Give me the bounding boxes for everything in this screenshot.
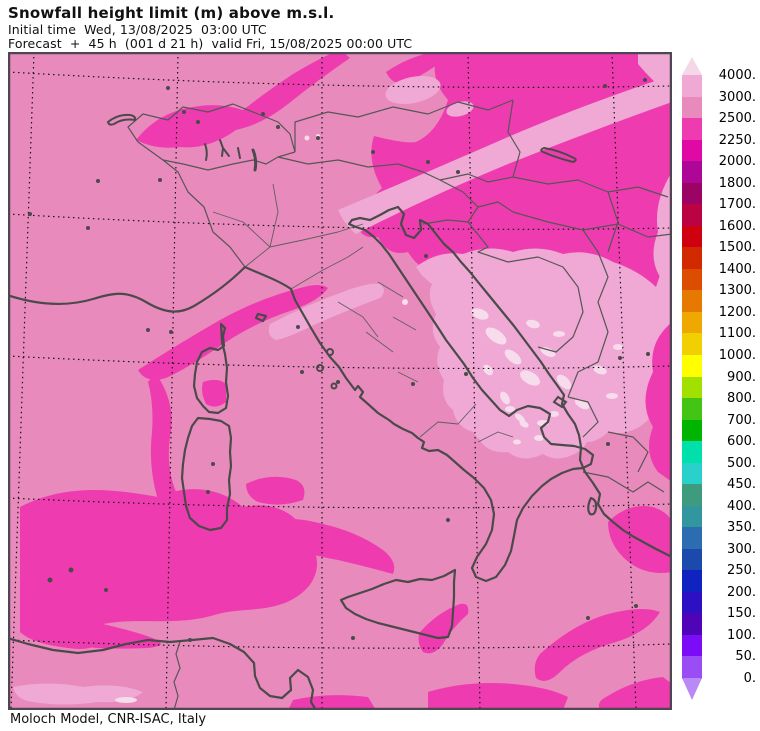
region-borders xyxy=(212,183,514,443)
colorbar-segment xyxy=(682,204,702,227)
colorbar-label: 900. xyxy=(727,369,756,385)
country-borders xyxy=(127,99,672,710)
colorbar-segment xyxy=(682,354,702,378)
colorbar-label: 500. xyxy=(727,455,756,471)
colorbar-label: 50. xyxy=(735,649,756,665)
colorbar-segment xyxy=(682,268,702,291)
colorbar-label: 1200. xyxy=(718,304,756,320)
colorbar-label: 150. xyxy=(727,606,756,622)
colorbar-label: 1600. xyxy=(718,218,756,234)
colorbar-segment xyxy=(682,613,702,636)
forecast-map xyxy=(8,52,672,710)
colorbar-segment xyxy=(682,311,702,335)
colorbar-label: 250. xyxy=(727,563,756,579)
initial-time-line: Initial time Wed, 13/08/2025 03:00 UTC xyxy=(8,22,267,37)
lakes xyxy=(106,113,577,409)
colorbar-segment xyxy=(682,634,702,658)
colorbar-segment xyxy=(682,75,702,98)
colorbar-segment xyxy=(682,548,702,571)
colorbar-label: 3000. xyxy=(718,89,756,105)
colorbar-label: 1700. xyxy=(718,197,756,213)
colorbar-label: 1500. xyxy=(718,240,756,256)
coastlines xyxy=(8,205,672,710)
colorbar-segment xyxy=(682,225,702,248)
colorbar-label: 0. xyxy=(743,671,756,686)
colorbar-segment xyxy=(682,441,702,464)
colorbar-segment xyxy=(682,161,702,184)
colorbar-label: 100. xyxy=(727,627,756,643)
colorbar-over-arrow xyxy=(682,57,702,75)
colorbar-segment xyxy=(682,656,702,679)
colorbar-segment xyxy=(682,333,702,356)
colorbar-label: 2500. xyxy=(718,111,756,127)
colorbar-label: 2000. xyxy=(718,154,756,170)
map-dots xyxy=(28,78,650,642)
colorbar-label: 2250. xyxy=(718,132,756,148)
colorbar-label: 1800. xyxy=(718,175,756,191)
colorbar-segment xyxy=(682,182,702,205)
colorbar-label: 800. xyxy=(727,391,756,407)
colorbar-segment xyxy=(682,462,702,485)
colorbar-segment xyxy=(682,419,702,442)
colorbar-segment xyxy=(682,591,702,614)
colorbar-label: 4000. xyxy=(718,68,756,83)
map-canvas xyxy=(8,52,672,710)
colorbar-segment xyxy=(682,139,702,162)
colorbar-label: 400. xyxy=(727,498,756,514)
colorbar-label: 300. xyxy=(727,541,756,557)
model-caption: Moloch Model, CNR-ISAC, Italy xyxy=(10,712,207,727)
colorbar-segment xyxy=(682,290,702,313)
colorbar-label: 1000. xyxy=(718,347,756,363)
colorbar-segment xyxy=(682,527,702,550)
colorbar-label: 1400. xyxy=(718,261,756,277)
colorbar-segment xyxy=(682,96,702,119)
field-patches-over-4000 xyxy=(115,134,623,703)
colorbar-label: 1300. xyxy=(718,283,756,299)
colorbar-segment xyxy=(682,398,702,421)
colorbar-segment xyxy=(682,118,702,141)
colorbar-segment xyxy=(682,376,702,399)
colorbar-label: 200. xyxy=(727,584,756,600)
colorbar-label: 700. xyxy=(727,412,756,428)
colorbar-segment xyxy=(682,484,702,507)
colorbar-under-arrow xyxy=(682,678,702,700)
colorbar-label: 450. xyxy=(727,477,756,493)
colorbar-segment xyxy=(682,570,702,593)
colorbar-segment xyxy=(682,505,702,528)
colorbar-label: 600. xyxy=(727,434,756,450)
map-frame xyxy=(8,52,672,710)
forecast-valid-line: Forecast + 45 h (001 d 21 h) valid Fri, … xyxy=(8,36,413,51)
page-title: Snowfall height limit (m) above m.s.l. xyxy=(8,4,335,22)
colorbar-label: 350. xyxy=(727,520,756,536)
graticule xyxy=(8,52,672,710)
colorbar-label: 1100. xyxy=(718,326,756,342)
colorbar-segment xyxy=(682,247,702,270)
